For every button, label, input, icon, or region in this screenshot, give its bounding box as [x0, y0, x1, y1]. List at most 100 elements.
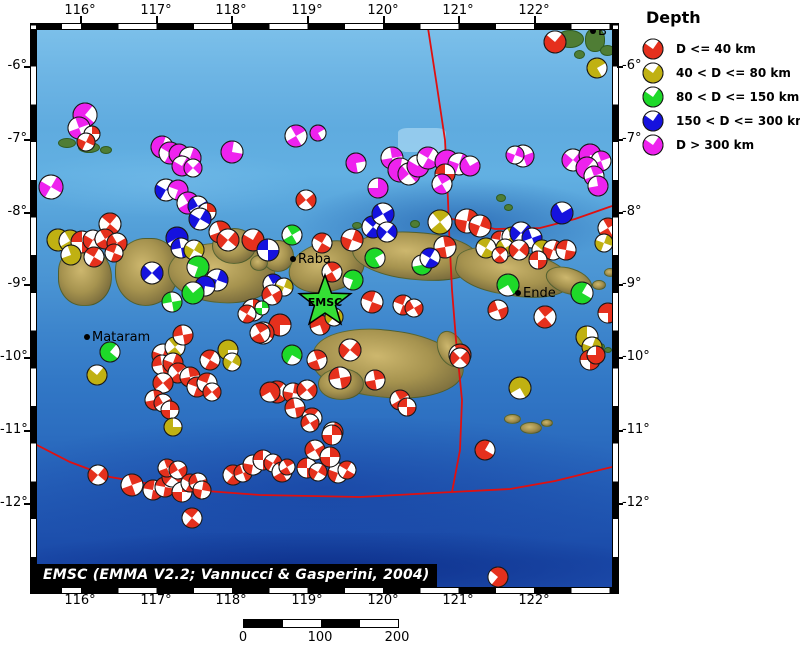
legend-ball-icon — [642, 86, 664, 108]
legend-item: D > 300 km — [634, 133, 800, 157]
axis-label-right: -9° — [622, 276, 642, 291]
legend-item-label: 40 < D <= 80 km — [676, 66, 791, 80]
axis-tick — [24, 430, 30, 432]
legend-ball — [642, 38, 664, 60]
axis-tick — [307, 16, 309, 23]
island — [604, 268, 612, 277]
axis-label-left: -9° — [7, 276, 27, 291]
axis-label-right: -8° — [622, 204, 642, 219]
scale-bar-label: 0 — [238, 630, 248, 645]
island — [592, 280, 606, 290]
axis-label-top: 121° — [442, 3, 474, 18]
legend-ball-icon — [642, 134, 664, 156]
axis-label-top: 117° — [140, 3, 172, 18]
legend-ball — [642, 86, 664, 108]
legend-ball-icon — [642, 62, 664, 84]
island — [410, 220, 420, 228]
bathymetry-shade — [35, 418, 612, 558]
axis-tick — [617, 503, 623, 505]
axis-tick — [617, 284, 623, 286]
legend-item: D <= 40 km — [634, 37, 800, 61]
island — [574, 50, 585, 59]
island — [352, 222, 362, 229]
island — [504, 204, 513, 211]
axis-label-top: 119° — [291, 3, 323, 18]
axis-tick — [24, 66, 30, 68]
axis-label-right: -11° — [622, 422, 650, 437]
axis-label-left: -12° — [0, 495, 28, 510]
island — [58, 138, 76, 148]
legend-ball — [642, 110, 664, 132]
scale-bar — [243, 619, 399, 628]
axis-label-bottom: 121° — [442, 593, 474, 608]
axis-label-left: -7° — [7, 131, 27, 146]
legend-ball-icon — [642, 110, 664, 132]
legend-item: 150 < D <= 300 km — [634, 109, 800, 133]
map-canvas — [35, 28, 612, 588]
scale-bar-label: 100 — [307, 630, 333, 645]
axis-tick — [24, 212, 30, 214]
island-komodo — [250, 255, 268, 271]
axis-tick — [80, 16, 82, 23]
island-savu — [520, 422, 542, 434]
island-sumba — [318, 368, 364, 400]
axis-label-top: 118° — [215, 3, 247, 18]
axis-label-left: -11° — [0, 422, 28, 437]
legend-ball — [642, 62, 664, 84]
legend-title: Depth — [646, 8, 701, 27]
scale-seg — [359, 620, 398, 627]
axis-label-top: 116° — [64, 3, 96, 18]
axis-tick — [458, 16, 460, 23]
island-sumbawa — [212, 228, 256, 264]
credit-label: EMSC (EMMA V2.2; Vannucci & Gasperini, 2… — [37, 564, 438, 587]
island — [78, 142, 100, 153]
island — [380, 226, 392, 235]
axis-tick — [24, 284, 30, 286]
island-savu — [504, 414, 521, 424]
axis-label-right: -7° — [622, 131, 642, 146]
axis-label-bottom: 116° — [64, 593, 96, 608]
island — [100, 146, 112, 154]
depth-legend: Depth D <= 40 km 40 < D <= 80 km 80 < D <=… — [634, 8, 800, 157]
axis-tick — [617, 139, 623, 141]
legend-item-label: 150 < D <= 300 km — [676, 114, 800, 128]
axis-label-top: 122° — [518, 3, 550, 18]
axis-label-right: -12° — [622, 495, 650, 510]
axis-tick — [156, 16, 158, 23]
axis-label-bottom: 120° — [367, 593, 399, 608]
legend-item-label: 80 < D <= 150 km — [676, 90, 800, 104]
scale-bar-label: 200 — [384, 630, 410, 645]
axis-tick — [617, 212, 623, 214]
legend-ball — [642, 134, 664, 156]
axis-label-right: -6° — [622, 58, 642, 73]
island — [600, 45, 612, 56]
axis-label-right: -10° — [622, 349, 650, 364]
axis-tick — [231, 16, 233, 23]
legend-item-label: D > 300 km — [676, 138, 755, 152]
axis-tick — [24, 357, 30, 359]
axis-label-bottom: 122° — [518, 593, 550, 608]
axis-label-left: -8° — [7, 204, 27, 219]
island-savu — [541, 419, 553, 427]
axis-tick — [383, 16, 385, 23]
axis-tick — [534, 16, 536, 23]
island — [556, 30, 584, 48]
scale-seg — [282, 620, 321, 627]
legend-item: 80 < D <= 150 km — [634, 85, 800, 109]
axis-label-left: -10° — [0, 349, 28, 364]
axis-tick — [24, 503, 30, 505]
island-lombok — [58, 246, 112, 306]
axis-tick — [617, 357, 623, 359]
axis-label-top: 120° — [367, 3, 399, 18]
axis-label-bottom: 117° — [140, 593, 172, 608]
map-frame — [612, 23, 619, 594]
axis-tick — [617, 66, 623, 68]
scale-seg — [321, 620, 360, 627]
bathymetry-shade — [35, 148, 315, 218]
bathymetry-shade — [398, 128, 446, 152]
axis-label-bottom: 119° — [291, 593, 323, 608]
island — [604, 347, 612, 353]
island — [575, 285, 591, 296]
legend-item-label: D <= 40 km — [676, 42, 756, 56]
